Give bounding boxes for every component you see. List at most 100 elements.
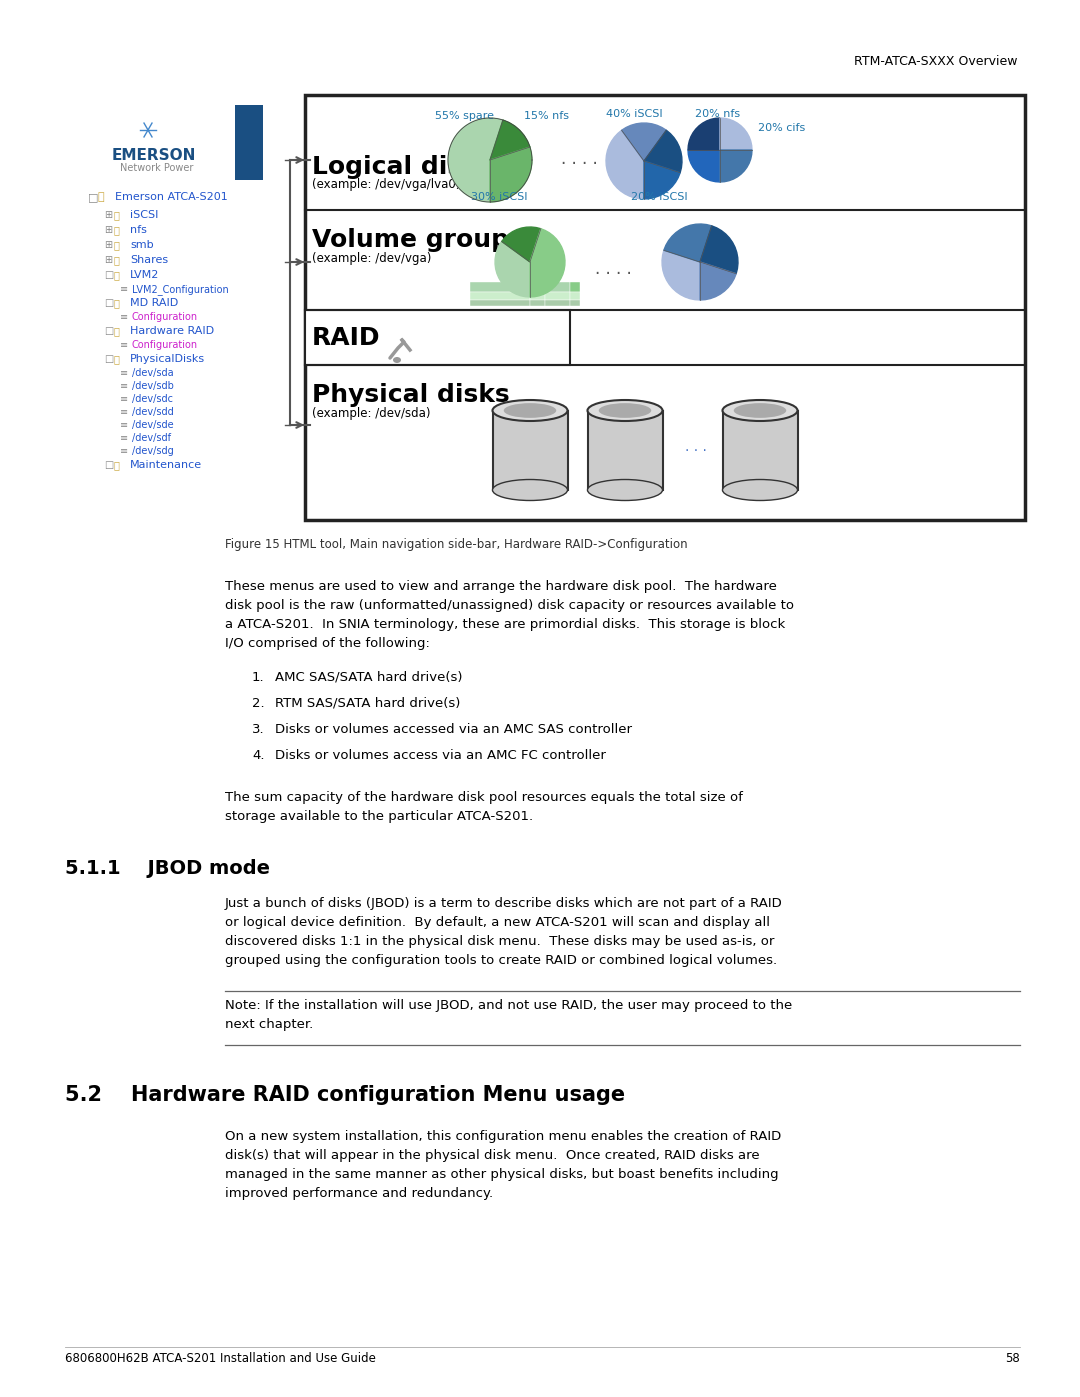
Ellipse shape (503, 404, 556, 418)
Text: 20% iSCSI: 20% iSCSI (631, 191, 688, 203)
Text: 📁: 📁 (114, 225, 120, 235)
Text: 58: 58 (1005, 1352, 1020, 1365)
Text: ≡: ≡ (120, 407, 129, 416)
Text: 📁: 📁 (114, 240, 120, 250)
Text: 40% iSCSI: 40% iSCSI (606, 109, 663, 119)
Text: iSCSI: iSCSI (130, 210, 159, 219)
Text: /dev/sdf: /dev/sdf (132, 433, 171, 443)
Text: managed in the same manner as other physical disks, but boast benefits including: managed in the same manner as other phys… (225, 1168, 779, 1180)
Text: Configuration: Configuration (132, 339, 198, 351)
Bar (588, 411, 662, 490)
Ellipse shape (723, 479, 797, 500)
Text: Logical disk: Logical disk (312, 155, 478, 179)
Bar (530, 292, 545, 300)
Text: /dev/sda: /dev/sda (132, 367, 174, 379)
Text: ≡: ≡ (120, 312, 129, 321)
Polygon shape (688, 149, 720, 182)
Text: 3.: 3. (252, 724, 265, 736)
Text: Configuration: Configuration (132, 312, 198, 321)
Text: ≡: ≡ (120, 420, 129, 430)
Text: The sum capacity of the hardware disk pool resources equals the total size of: The sum capacity of the hardware disk po… (225, 791, 743, 805)
Text: □: □ (104, 298, 113, 307)
Text: 20% cifs: 20% cifs (758, 123, 806, 133)
Polygon shape (495, 242, 530, 298)
Bar (470, 300, 530, 306)
Text: . . . .: . . . . (561, 149, 597, 168)
Text: disk(s) that will appear in the physical disk menu.  Once created, RAID disks ar: disk(s) that will appear in the physical… (225, 1148, 759, 1162)
Text: ⊞: ⊞ (104, 210, 112, 219)
Text: smb: smb (130, 240, 153, 250)
Polygon shape (606, 130, 644, 198)
Text: (example: /dev/vga/lva0): (example: /dev/vga/lva0) (312, 177, 460, 191)
Polygon shape (490, 147, 532, 203)
Bar (723, 411, 797, 490)
Bar (545, 282, 570, 292)
Text: /dev/sdb: /dev/sdb (132, 381, 174, 391)
Text: 📁: 📁 (114, 256, 120, 265)
Text: (example: /dev/vga): (example: /dev/vga) (312, 251, 431, 265)
Bar (570, 300, 580, 306)
Bar (570, 292, 580, 300)
Text: EMERSON: EMERSON (112, 148, 197, 163)
Polygon shape (644, 161, 680, 198)
Text: grouped using the configuration tools to create RAID or combined logical volumes: grouped using the configuration tools to… (225, 954, 778, 967)
Ellipse shape (492, 400, 567, 420)
Polygon shape (644, 130, 681, 173)
Text: 📁: 📁 (114, 270, 120, 279)
Text: discovered disks 1:1 in the physical disk menu.  These disks may be used as-is, : discovered disks 1:1 in the physical dis… (225, 935, 774, 949)
Text: 2.: 2. (252, 697, 265, 710)
Text: 📁: 📁 (114, 353, 120, 365)
Ellipse shape (588, 400, 662, 420)
Ellipse shape (723, 400, 797, 420)
Text: or logical device definition.  By default, a new ATCA-S201 will scan and display: or logical device definition. By default… (225, 916, 770, 929)
Text: □: □ (104, 270, 113, 279)
Text: On a new system installation, this configuration menu enables the creation of RA: On a new system installation, this confi… (225, 1130, 781, 1143)
Text: ⊞: ⊞ (104, 240, 112, 250)
Text: Disks or volumes access via an AMC FC controller: Disks or volumes access via an AMC FC co… (275, 749, 606, 761)
Text: □: □ (104, 460, 113, 469)
Polygon shape (530, 229, 565, 298)
Text: Volume group: Volume group (312, 228, 509, 251)
Bar (570, 282, 580, 292)
Polygon shape (700, 226, 738, 274)
Ellipse shape (588, 479, 662, 500)
Polygon shape (720, 117, 752, 149)
Text: 30% iSCSI: 30% iSCSI (471, 191, 527, 203)
Text: 📁: 📁 (114, 210, 120, 219)
Polygon shape (664, 224, 712, 263)
Polygon shape (720, 149, 752, 182)
Ellipse shape (492, 479, 567, 500)
Text: improved performance and redundancy.: improved performance and redundancy. (225, 1187, 494, 1200)
Text: 6806800H62B ATCA-S201 Installation and Use Guide: 6806800H62B ATCA-S201 Installation and U… (65, 1352, 376, 1365)
Text: ≡: ≡ (120, 433, 129, 443)
Text: □: □ (104, 353, 113, 365)
Text: Network Power: Network Power (120, 163, 193, 173)
Bar (305, 95, 1025, 520)
Text: 📁: 📁 (114, 326, 120, 337)
Text: 4.: 4. (252, 749, 265, 761)
Polygon shape (622, 123, 666, 161)
Text: 📁: 📁 (98, 191, 105, 203)
Text: Figure 15 HTML tool, Main navigation side-bar, Hardware RAID->Configuration: Figure 15 HTML tool, Main navigation sid… (225, 538, 688, 550)
Text: □: □ (104, 326, 113, 337)
Bar (545, 292, 570, 300)
Text: ≡: ≡ (120, 446, 129, 455)
Bar (492, 411, 567, 490)
Text: AMC SAS/SATA hard drive(s): AMC SAS/SATA hard drive(s) (275, 671, 462, 685)
Text: ≡: ≡ (120, 284, 129, 293)
Polygon shape (662, 250, 700, 300)
Text: storage available to the particular ATCA-S201.: storage available to the particular ATCA… (225, 810, 534, 823)
Ellipse shape (393, 358, 401, 363)
Text: 1.: 1. (252, 671, 265, 685)
Polygon shape (448, 119, 503, 203)
Text: /dev/sdc: /dev/sdc (132, 394, 173, 404)
Text: ≡: ≡ (120, 394, 129, 404)
Text: Emerson ATCA-S201: Emerson ATCA-S201 (114, 191, 228, 203)
Text: RTM SAS/SATA hard drive(s): RTM SAS/SATA hard drive(s) (275, 697, 460, 710)
Text: These menus are used to view and arrange the hardware disk pool.  The hardware: These menus are used to view and arrange… (225, 580, 777, 592)
Text: LVM2_Configuration: LVM2_Configuration (132, 284, 229, 295)
Text: RAID: RAID (312, 326, 380, 351)
Bar (545, 300, 570, 306)
Text: next chapter.: next chapter. (225, 1018, 313, 1031)
Text: Physical disks: Physical disks (312, 383, 510, 407)
